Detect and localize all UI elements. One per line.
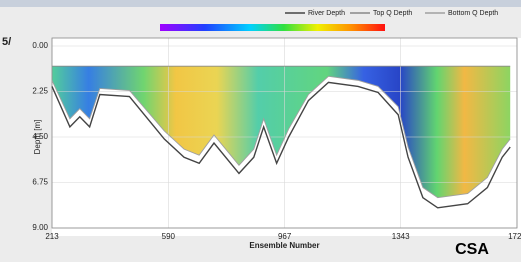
y-tick-label: 9.00 — [32, 223, 48, 232]
x-tick-label: 590 — [162, 232, 176, 241]
legend-label: Bottom Q Depth — [448, 10, 498, 17]
x-tick-label: 1343 — [392, 232, 410, 241]
legend-label: River Depth — [308, 10, 345, 17]
color-bar — [160, 24, 385, 31]
page: 5/ CSA 0.002.254.506.759.002135909671343… — [0, 0, 521, 262]
x-axis-label: Ensemble Number — [249, 241, 319, 250]
corner-label: CSA — [455, 241, 489, 258]
y-tick-label: 6.75 — [32, 178, 48, 187]
x-tick-label: 213 — [45, 232, 59, 241]
side-label: 5/ — [2, 36, 11, 48]
y-axis-label: Depth [m] — [33, 120, 42, 155]
legend-label: Top Q Depth — [373, 10, 412, 17]
x-tick-label: 1720 — [508, 232, 521, 241]
x-tick-label: 967 — [278, 232, 292, 241]
chart: 5/ CSA 0.002.254.506.759.002135909671343… — [0, 0, 521, 262]
title-bar — [0, 0, 521, 7]
y-tick-label: 0.00 — [32, 41, 48, 50]
y-tick-label: 2.25 — [32, 87, 48, 96]
